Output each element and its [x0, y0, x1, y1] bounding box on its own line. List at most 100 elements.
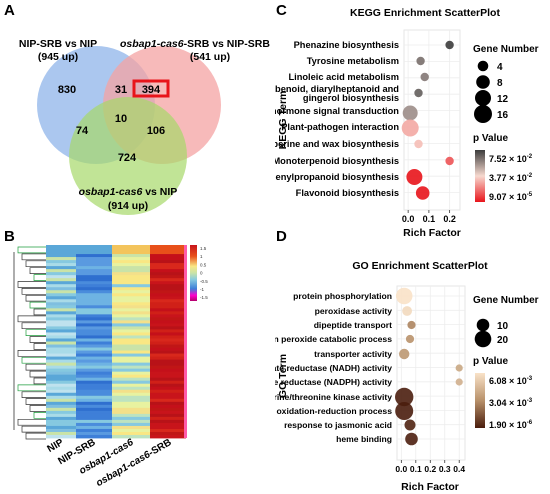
dendrogram-branch	[29, 301, 46, 309]
kegg-size-legend: 4 8 12 16	[474, 60, 509, 123]
kegg-color-legend-labels: 7.52 × 10-2 3.77 × 10-2 9.07 × 10-5	[489, 154, 533, 202]
heatmap-cell	[46, 410, 76, 415]
heatmap-cell	[76, 299, 112, 303]
heatmap-cell	[46, 356, 76, 360]
term-label: Monoterpenoid biosynthesis	[275, 156, 399, 166]
x-tick-label: 0.0	[395, 464, 407, 474]
term-label: Stilbenoid, diarylheptanoid and	[275, 84, 399, 94]
kegg-size-legend-title: Gene Number	[473, 44, 539, 55]
heatmap-cell	[150, 431, 186, 436]
heatmap-cell	[46, 326, 76, 330]
heatmap-cell	[150, 371, 186, 376]
venn-set-b-count: (541 up)	[190, 51, 230, 63]
heatmap-cell	[76, 302, 112, 306]
go-points	[395, 287, 463, 446]
heatmap-cell	[112, 260, 150, 264]
heatmap-cell	[46, 332, 76, 336]
dendrogram-branch	[25, 329, 46, 336]
heatmap-cell	[76, 410, 112, 415]
heatmap-cell	[112, 419, 150, 424]
heatmap-cell	[112, 269, 150, 273]
heatmap-cell	[150, 329, 186, 333]
dendrogram-branch	[21, 391, 46, 398]
heatmap-cell	[150, 413, 186, 418]
heatmap-cell	[112, 362, 150, 367]
heatmap-cell	[150, 347, 186, 351]
heatmap-cell	[150, 269, 186, 273]
heatmap-scale-tick: -0.5	[200, 279, 208, 284]
heatmap-cell	[150, 320, 186, 324]
heatmap-cell	[150, 254, 186, 258]
dendrogram-branch	[25, 260, 46, 268]
heatmap-cell	[150, 266, 186, 270]
size-legend-label: 8	[497, 78, 503, 89]
color-legend-label: 1.90 × 10-6	[489, 420, 533, 430]
heatmap-scale-tick: -1	[200, 287, 204, 292]
x-tick-label: 0.0	[402, 214, 415, 224]
heatmap-cell	[150, 392, 186, 397]
kegg-ylabel: KEGG Term	[277, 91, 289, 150]
heatmap-cell	[76, 353, 112, 357]
heatmap-cell	[150, 350, 186, 354]
heatmap-cell	[112, 317, 150, 321]
heatmap-cell	[76, 395, 112, 400]
heatmap-cell	[76, 329, 112, 333]
heatmap-cell	[76, 248, 112, 252]
heatmap-cell	[46, 293, 76, 297]
heatmap-cell	[112, 374, 150, 379]
heatmap-cell	[46, 404, 76, 409]
dendrogram-branch	[33, 308, 46, 316]
size-legend-label: 10	[497, 321, 509, 332]
heatmap-cell	[150, 377, 186, 382]
heatmap-cell	[76, 404, 112, 409]
term-label: dipeptide transport	[314, 320, 392, 330]
size-legend-dot	[476, 318, 490, 332]
dendrogram-branch	[17, 281, 46, 288]
heatmap-cell	[76, 266, 112, 270]
heatmap-cell	[112, 428, 150, 433]
heatmap-cell	[150, 389, 186, 394]
heatmap-cell	[76, 269, 112, 273]
venn-region-ab: 31	[115, 84, 127, 96]
scatter-point	[404, 419, 416, 431]
heatmap-cell	[46, 392, 76, 397]
size-legend-label: 12	[497, 94, 509, 105]
heatmap-cell	[76, 296, 112, 300]
venn-set-a-count: (945 up)	[38, 51, 78, 63]
x-tick-label: 0.2	[443, 214, 456, 224]
heatmap-scale-tick: 1	[200, 254, 203, 259]
term-label: Phenylpropanoid biosynthesis	[275, 172, 399, 182]
heatmap-cell	[76, 350, 112, 354]
scatter-point	[455, 364, 463, 372]
heatmap-cell	[150, 251, 186, 255]
dendrogram-branch	[21, 253, 46, 261]
heatmap-cell	[46, 431, 76, 436]
heatmap-cell	[76, 308, 112, 312]
heatmap-cell	[150, 434, 186, 439]
size-legend-dot	[477, 60, 489, 72]
heatmap-cell	[112, 356, 150, 360]
heatmap-cell	[46, 383, 76, 388]
heatmap-cell	[112, 371, 150, 376]
heatmap-cell	[112, 368, 150, 373]
heatmap-cell	[150, 353, 186, 357]
heatmap-cell	[112, 359, 150, 364]
term-label: Flavonoid biosynthesis	[296, 188, 399, 198]
term-label: hydrogen peroxide catabolic process	[275, 334, 392, 344]
heatmap-cell	[46, 314, 76, 318]
heatmap-cell	[150, 248, 186, 252]
color-legend-label: 3.77 × 10-2	[489, 173, 533, 183]
kegg-term-labels: Phenazine biosynthesis Tyrosine metabolis…	[275, 40, 399, 198]
dendrogram-branch	[33, 343, 46, 350]
heatmap-cell	[46, 323, 76, 327]
heatmap-panel: 1.5 1 0.5 0 -0.5 -1 -1.5 NIPNIP-SRBosbap1-cas6…	[13, 245, 208, 489]
heatmap-cell	[76, 431, 112, 436]
heatmap-cell	[76, 320, 112, 324]
heatmap-cell	[112, 347, 150, 351]
term-label: Cutin,suberine and wax biosynthesis	[275, 139, 399, 149]
kegg-title: KEGG Enrichment ScatterPlot	[350, 7, 500, 19]
scatter-point	[407, 320, 416, 330]
term-label: Linoleic acid metabolism	[288, 72, 399, 82]
heatmap-cell	[112, 380, 150, 385]
